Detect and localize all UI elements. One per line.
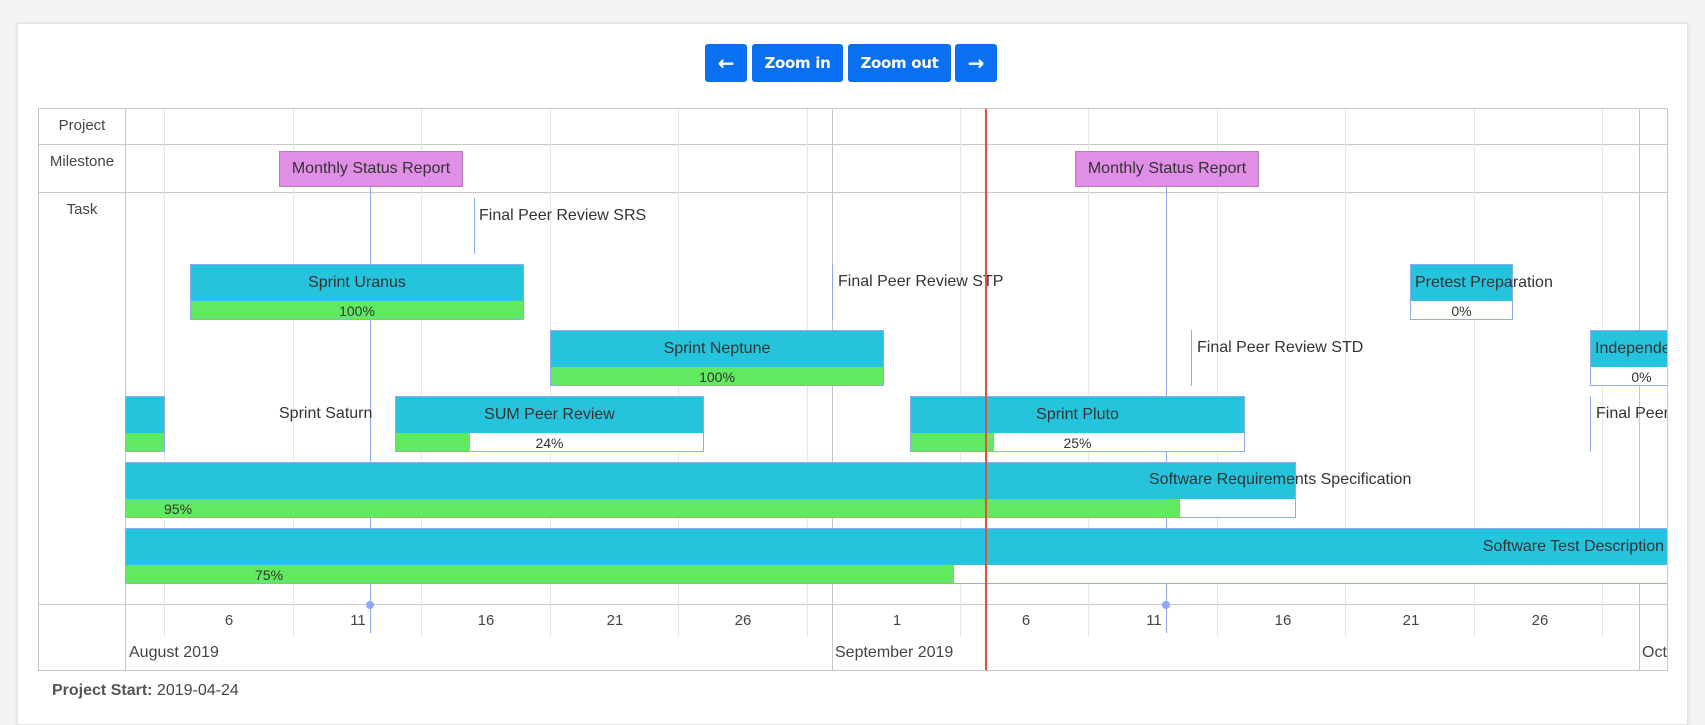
task-bar — [551, 331, 883, 367]
grid-line — [293, 109, 294, 637]
month-divider — [832, 109, 833, 670]
milestone-monthly-status-report[interactable]: Monthly Status Report — [1075, 151, 1259, 187]
zoom-in-button[interactable]: Zoom in — [752, 44, 843, 82]
grid-line — [1474, 109, 1475, 637]
milestone-dot — [366, 601, 374, 609]
row-label-milestone: Milestone — [49, 153, 115, 170]
axis-tick-label: 6 — [1021, 612, 1031, 629]
project-start-info: Project Start: 2019-04-24 — [52, 682, 239, 700]
task-bar — [126, 529, 1667, 565]
task-pretest-preparation[interactable]: Pretest Preparation 0% — [1410, 264, 1553, 320]
axis-tick-label: 11 — [1146, 612, 1162, 629]
grid-line — [1088, 109, 1089, 637]
task-name: Independent I — [1595, 340, 1667, 357]
task-progress: 24% — [535, 435, 564, 451]
progress-fill — [126, 499, 1181, 517]
task-bar — [1411, 265, 1512, 301]
task-progress: 25% — [1063, 435, 1092, 451]
axis-tick-label: 21 — [606, 612, 624, 629]
row-divider — [39, 192, 1667, 193]
task-marker — [474, 198, 475, 254]
grid-line — [1217, 109, 1218, 637]
task-bar — [126, 463, 1295, 499]
today-line — [985, 109, 987, 670]
progress-fill — [191, 301, 523, 319]
milestone-dot — [1162, 601, 1170, 609]
row-label-column: Project Milestone Task — [39, 109, 126, 670]
task-bar — [126, 397, 164, 433]
task-marker — [832, 264, 833, 320]
task-name: Sprint Neptune — [663, 340, 771, 357]
task-independent[interactable]: Independent I 0% — [1590, 330, 1667, 386]
task-marker — [1191, 330, 1192, 386]
scroll-right-button[interactable]: → — [955, 44, 997, 82]
axis-tick-label: 1 — [892, 612, 902, 629]
axis-tick-label: 26 — [1531, 612, 1549, 629]
axis-month-label: August 2019 — [129, 644, 219, 661]
grid-line — [164, 109, 165, 637]
task-name: Sprint Pluto — [1036, 406, 1119, 423]
task-sprint-saturn[interactable] — [125, 396, 165, 452]
zoom-out-button[interactable]: Zoom out — [848, 44, 951, 82]
task-name: Pretest Preparation — [1415, 274, 1553, 291]
task-software-test-description[interactable]: Software Test Description 75% — [125, 528, 1667, 584]
gantt-chart: Project Milestone Task Monthly Status Re… — [38, 108, 1668, 671]
axis-tick-label: 16 — [1274, 612, 1292, 629]
progress-fill — [126, 565, 955, 583]
progress-fill — [396, 433, 470, 451]
grid-line — [960, 109, 961, 637]
milestone-monthly-status-report[interactable]: Monthly Status Report — [279, 151, 463, 187]
row-divider — [39, 604, 1667, 605]
task-sprint-uranus[interactable]: Sprint Uranus 100% — [190, 264, 524, 320]
month-divider — [1639, 109, 1640, 670]
task-progress: 100% — [339, 303, 375, 319]
progress-fill — [126, 433, 164, 451]
task-progress: 0% — [1451, 303, 1472, 319]
grid-line — [1345, 109, 1346, 637]
task-name: SUM Peer Review — [484, 406, 615, 423]
project-start-value: 2019-04-24 — [156, 682, 239, 699]
task-bar — [911, 397, 1244, 433]
task-label-sprint-saturn[interactable]: Sprint Saturn — [279, 405, 373, 422]
task-label-final-peer-review-srs[interactable]: Final Peer Review SRS — [479, 207, 647, 224]
timeline-area: Monthly Status Report Monthly Status Rep… — [125, 109, 1668, 670]
project-start-label: Project Start: — [52, 682, 153, 699]
task-progress: 0% — [1631, 369, 1652, 385]
task-name: Software Test Description — [1482, 538, 1664, 555]
task-progress: 75% — [255, 567, 284, 583]
task-sprint-neptune[interactable]: Sprint Neptune 100% — [550, 330, 884, 386]
task-label-final-peer-rev[interactable]: Final Peer Rev — [1596, 405, 1668, 422]
axis-tick-label: 21 — [1402, 612, 1420, 629]
axis-month-label: Octobe — [1642, 644, 1667, 661]
task-sum-peer-review[interactable]: SUM Peer Review 24% — [395, 396, 704, 452]
task-label-final-peer-review-stp[interactable]: Final Peer Review STP — [838, 273, 1004, 290]
milestone-line — [370, 179, 371, 633]
task-bar — [396, 397, 703, 433]
row-label-task: Task — [66, 201, 98, 218]
axis-tick-label: 11 — [350, 612, 366, 629]
row-label-project: Project — [58, 117, 106, 134]
task-bar — [191, 265, 523, 301]
task-label-final-peer-review-std[interactable]: Final Peer Review STD — [1197, 339, 1364, 356]
row-divider — [39, 144, 1667, 145]
progress-fill — [911, 433, 995, 451]
task-progress: 95% — [164, 501, 193, 517]
task-marker — [1590, 396, 1591, 452]
axis-tick-label: 26 — [734, 612, 752, 629]
task-progress: 100% — [699, 369, 735, 385]
axis-month-label: September 2019 — [835, 644, 954, 661]
scroll-left-button[interactable]: ← — [705, 44, 747, 82]
axis-tick-label: 16 — [477, 612, 495, 629]
task-software-requirements-specification[interactable]: 95% — [125, 462, 1296, 518]
progress-fill — [551, 367, 883, 385]
task-bar — [1591, 331, 1667, 367]
task-label-software-requirements-specification[interactable]: Software Requirements Specification — [1149, 471, 1412, 488]
axis-tick-label: 6 — [224, 612, 234, 629]
task-name: Sprint Uranus — [308, 274, 406, 291]
grid-line — [421, 109, 422, 637]
task-sprint-pluto[interactable]: Sprint Pluto 25% — [910, 396, 1245, 452]
